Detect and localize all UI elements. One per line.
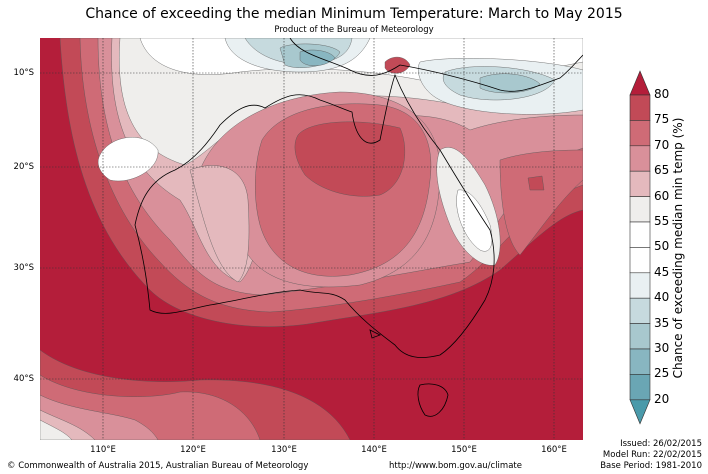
map-title: Chance of exceeding the median Minimum T… <box>85 6 623 22</box>
colorbar-tick-label: 65 <box>654 163 670 178</box>
lon-label: 140°E <box>361 445 387 455</box>
colorbar-segment <box>629 272 651 299</box>
colorbar-segment <box>629 221 651 248</box>
band-75-east-spot <box>527 175 545 191</box>
lat-label: 20°S <box>13 162 34 172</box>
lon-label: 130°E <box>271 445 297 455</box>
band-55-southwest <box>40 419 73 440</box>
band-60-west-tongue <box>189 165 250 283</box>
colorbar-extend-low <box>629 399 651 425</box>
coastline <box>134 38 583 417</box>
colorbar-tick-label: 50 <box>654 239 670 254</box>
colorbar-tick-label: 80 <box>654 87 670 101</box>
colorbar-segment <box>629 145 651 172</box>
base-period: Base Period: 1981-2010 <box>600 461 702 471</box>
colorbar-title: Chance of exceeding median min temp (%) <box>671 117 685 379</box>
lat-label: 40°S <box>13 374 34 384</box>
lon-label: 160°E <box>541 445 567 455</box>
copyright: © Commonwealth of Australia 2015, Austra… <box>7 461 309 471</box>
colorbar-segment <box>629 374 651 401</box>
band-75-central <box>294 121 406 197</box>
colorbar-segment <box>629 348 651 375</box>
lon-label: 150°E <box>451 445 477 455</box>
colorbar-segment <box>629 120 651 147</box>
colorbar-tick-label: 25 <box>654 366 670 381</box>
website-link[interactable]: http://www.bom.gov.au/climate <box>389 461 522 471</box>
lon-label: 110°E <box>90 445 116 455</box>
lat-label: 10°S <box>13 68 34 78</box>
colorbar-tick-label: 30 <box>654 341 670 355</box>
colorbar-tick-label: 35 <box>654 315 670 330</box>
colorbar-tick-label: 75 <box>654 112 670 127</box>
issued-date: Issued: 26/02/2015 <box>620 439 702 449</box>
colorbar-segment <box>629 247 651 274</box>
band-25-north <box>299 49 336 66</box>
colorbar-segment <box>629 196 651 223</box>
lat-label: 30°S <box>13 263 34 273</box>
colorbar-tick-label: 70 <box>654 137 670 152</box>
lon-label: 120°E <box>180 445 206 455</box>
colorbar-tick-label: 60 <box>654 188 670 203</box>
graticule <box>40 38 583 440</box>
colorbar-tick-label: 55 <box>654 214 670 228</box>
model-run-date: Model Run: 22/02/2015 <box>602 450 702 460</box>
band-50-east-tongue <box>456 189 493 252</box>
colorbar-segment <box>629 297 651 324</box>
map-subtitle: Product of the Bureau of Meteorology <box>274 25 434 35</box>
colorbar-tick-label: 40 <box>654 290 670 305</box>
band-70-east <box>499 149 583 256</box>
colorbar-tick-label: 20 <box>654 391 670 406</box>
colorbar-extend-high <box>629 70 651 96</box>
colorbar <box>629 70 651 425</box>
colorbar-segment <box>629 170 651 197</box>
colorbar-segment <box>629 94 651 121</box>
probability-map <box>40 38 583 440</box>
colorbar-tick-label: 45 <box>654 264 670 279</box>
band-50-west <box>97 137 159 182</box>
colorbar-segment <box>629 323 651 350</box>
